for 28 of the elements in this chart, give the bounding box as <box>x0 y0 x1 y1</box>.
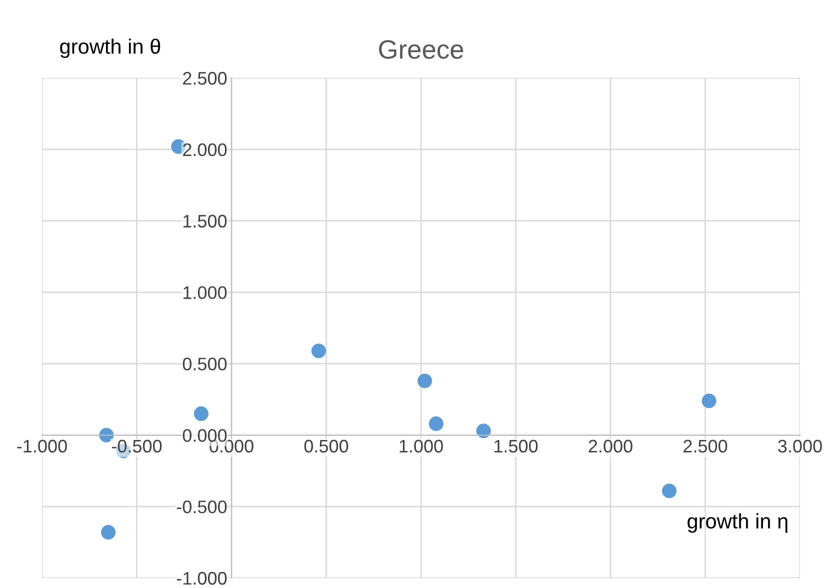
x-tick-label: 1.500 <box>494 440 538 453</box>
x-axis-title: growth in η <box>688 513 788 533</box>
x-tick-label: 2.500 <box>684 440 728 453</box>
y-tick-label: 2.500 <box>183 72 227 85</box>
x-tick-label: 1.000 <box>400 440 443 453</box>
point <box>101 525 116 540</box>
y-tick-label: -1.000 <box>176 572 227 585</box>
point <box>476 424 491 438</box>
y-tick-label: 2.000 <box>183 143 227 156</box>
point <box>662 484 677 498</box>
x-tick-label: -0.500 <box>112 440 162 453</box>
point <box>418 374 432 388</box>
y-tick-label: -0.500 <box>176 500 227 514</box>
x-tick-label: 2.000 <box>588 440 632 453</box>
y-tick-label: 1.500 <box>184 214 227 228</box>
y-tick-label: 1.000 <box>184 286 227 300</box>
chart-title: Greece <box>379 40 464 59</box>
y-axis-title: growth in θ <box>60 38 160 58</box>
x-tick-label: 0.500 <box>304 440 348 453</box>
point <box>428 416 444 431</box>
x-tick-label: 3.000 <box>778 440 822 453</box>
y-tick-label: 0.000 <box>182 429 227 442</box>
point <box>702 394 716 408</box>
point <box>311 344 326 358</box>
y-tick-label: 0.500 <box>182 358 227 370</box>
x-tick-label: 0.000 <box>210 440 254 453</box>
point <box>194 406 208 421</box>
x-tick-label: -1.000 <box>17 440 67 453</box>
